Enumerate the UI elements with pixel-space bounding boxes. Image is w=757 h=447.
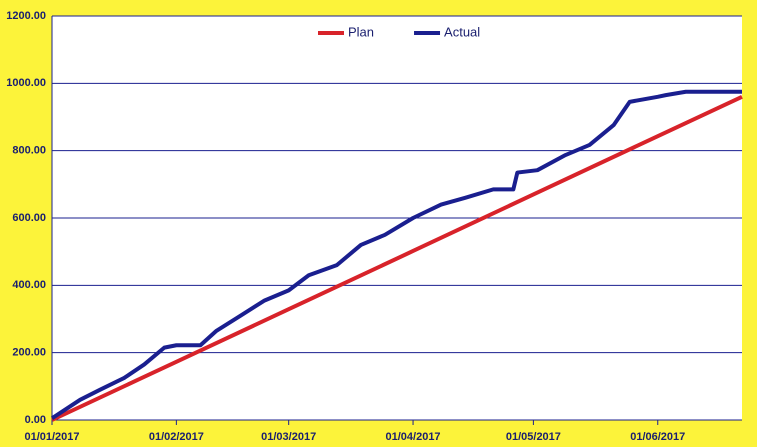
x-tick-label: 01/06/2017 (630, 431, 685, 443)
legend-label: Actual (444, 24, 480, 39)
legend-label: Plan (348, 24, 374, 39)
data-line (51, 94, 743, 422)
y-tick-label: 200.00 (12, 347, 46, 359)
x-tick-label: 01/03/2017 (261, 431, 316, 443)
y-tick-label: 0.00 (25, 414, 46, 426)
x-tick-label: 01/04/2017 (386, 431, 441, 443)
data-line (50, 89, 742, 420)
x-tick-label: 01/02/2017 (149, 431, 204, 443)
y-tick-label: 800.00 (12, 145, 46, 157)
y-tick-label: 1000.00 (6, 77, 46, 89)
x-tick-label: 01/05/2017 (506, 431, 561, 443)
y-tick-label: 1200.00 (6, 10, 46, 22)
y-tick-label: 400.00 (12, 279, 46, 291)
y-tick-label: 600.00 (12, 212, 46, 224)
x-tick-label: 01/01/2017 (24, 431, 79, 443)
